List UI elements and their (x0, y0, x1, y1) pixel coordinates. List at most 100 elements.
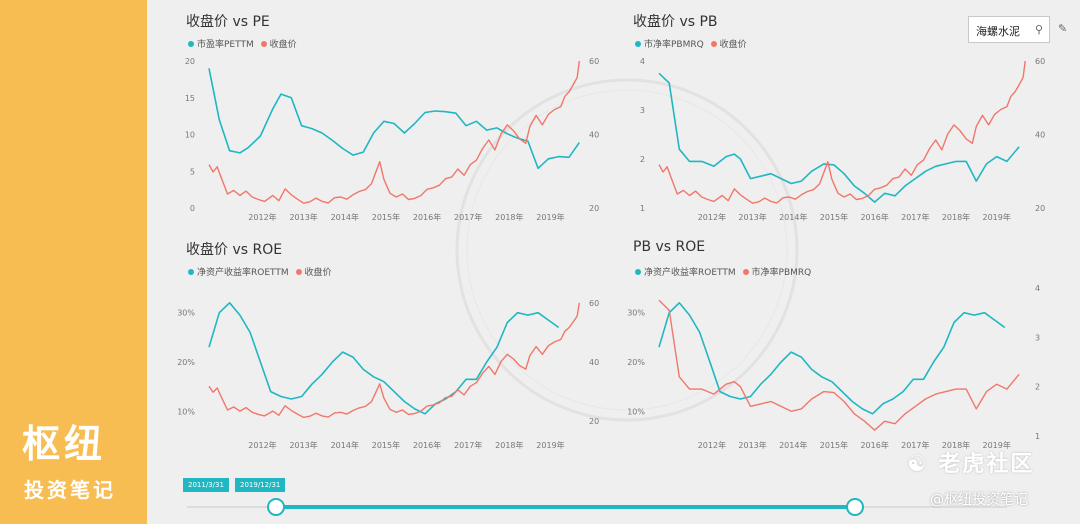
pe-series-right (208, 60, 580, 204)
charts-svg: 0 5 10 15 20 20 40 60 2012年 2013年 2014年 2015年 2016年 2… (177, 57, 1045, 450)
pb-x-tick: 2016年 (860, 212, 888, 222)
roe-x-tick: 2015年 (372, 440, 400, 450)
roe-x-tick: 2018年 (495, 440, 523, 450)
pe-left-tick: 10 (185, 131, 195, 140)
brand-title: 枢纽 (22, 421, 107, 466)
pb-x-tick: 2014年 (779, 212, 807, 222)
pe-left-tick: 5 (190, 167, 195, 176)
roe-x-tick: 2017年 (454, 440, 482, 450)
slider-end-date[interactable]: 2019/12/31 (235, 478, 286, 492)
pb-left-tick: 2 (640, 155, 645, 164)
pb-left-tick: 4 (640, 57, 645, 66)
pb_roe-x-tick: 2012年 (698, 440, 726, 450)
roe-series-right (208, 302, 580, 419)
roe-right-tick: 40 (589, 358, 599, 367)
legend-label: 市盈率PETTM (197, 40, 254, 50)
pb-x-tick: 2019年 (983, 212, 1011, 222)
pb-series-left (658, 72, 1020, 203)
roe-x-tick: 2013年 (289, 440, 317, 450)
legend-label: 收盘价 (304, 268, 332, 278)
pb-right-tick: 40 (1035, 131, 1045, 140)
pb_roe-right-tick: 3 (1035, 333, 1040, 342)
pb_roe-left-tick: 30% (627, 309, 645, 318)
pb_roe-x-tick: 2019年 (983, 440, 1011, 450)
roe-x-tick: 2016年 (413, 440, 441, 450)
search-value: 海螺水泥 (976, 25, 1020, 38)
legend-dot-teal (635, 40, 641, 47)
brand-sidebar: 枢纽 投资笔记 (0, 0, 147, 524)
pe-x-tick: 2015年 (372, 212, 400, 222)
legend-label: 收盘价 (719, 40, 747, 50)
legend-dot-teal (188, 40, 194, 47)
pe-series-left (208, 68, 580, 170)
watermark-platform-text: 老虎社区 (938, 452, 1035, 477)
pb-roe-chart-title: PB vs ROE (633, 239, 706, 255)
pe-x-tick: 2016年 (413, 212, 441, 222)
roe-right-tick: 60 (589, 299, 599, 308)
pb-x-tick: 2013年 (738, 212, 766, 222)
legend-label: 净资产收益率ROETTM (644, 268, 736, 278)
stock-search-box[interactable]: 海螺水泥 ⚲ (968, 16, 1050, 43)
pb_roe-x-tick: 2017年 (901, 440, 929, 450)
legend-dot-teal (188, 268, 194, 275)
pb_roe-x-tick: 2016年 (860, 440, 888, 450)
pe-right-tick: 20 (589, 204, 599, 213)
pb_roe-series-right (658, 299, 1020, 431)
pe-left-tick: 20 (185, 57, 195, 66)
legend-dot-salmon (710, 40, 717, 47)
roe-chart-legend: 净资产收益率ROETTM 收盘价 (188, 265, 336, 278)
pb_roe-right-tick: 1 (1035, 432, 1040, 441)
roe-x-tick: 2012年 (248, 440, 276, 450)
pe-right-tick: 40 (589, 131, 599, 140)
pb_roe-right-tick: 4 (1035, 284, 1040, 293)
pe-chart-title: 收盘价 vs PE (186, 14, 270, 30)
legend-label: 市净率PBMRQ (644, 40, 704, 50)
pb_roe-series-left (658, 301, 1006, 415)
tiger-icon: ☯ (907, 452, 939, 477)
pe-x-tick: 2012年 (248, 212, 276, 222)
roe-right-tick: 20 (589, 417, 599, 426)
pb-x-tick: 2018年 (942, 212, 970, 222)
pe-left-tick: 15 (185, 94, 195, 103)
report-canvas: 0 5 10 15 20 20 40 60 2012年 2013年 2014年 2015年 2016年 2… (147, 0, 1080, 524)
pb-left-tick: 3 (640, 106, 645, 115)
pb_roe-x-tick: 2015年 (820, 440, 848, 450)
watermark-author: @枢纽投资笔记 (930, 492, 1028, 508)
eraser-icon[interactable]: ✎ (1058, 22, 1068, 35)
pe-x-tick: 2018年 (495, 212, 523, 222)
pb-x-tick: 2012年 (698, 212, 726, 222)
roe-chart-title: 收盘价 vs ROE (186, 242, 283, 258)
pe-x-tick: 2017年 (454, 212, 482, 222)
pb_roe-left-tick: 10% (627, 407, 645, 416)
legend-label: 收盘价 (269, 40, 297, 50)
pb-x-tick: 2015年 (820, 212, 848, 222)
pe-left-tick: 0 (190, 204, 195, 213)
roe-x-tick: 2014年 (331, 440, 359, 450)
pb_roe-left-tick: 20% (627, 358, 645, 367)
roe-x-tick: 2019年 (536, 440, 564, 450)
pb-chart-legend: 市净率PBMRQ 收盘价 (635, 37, 751, 50)
pe-x-tick: 2014年 (331, 212, 359, 222)
slider-start-date[interactable]: 2011/3/31 (183, 478, 229, 492)
brand-subtitle: 投资笔记 (24, 478, 116, 502)
pb-series-right (658, 60, 1026, 204)
pe-x-tick: 2019年 (536, 212, 564, 222)
legend-dot-salmon (295, 268, 302, 275)
watermark-portrait-circle (455, 78, 799, 422)
legend-label: 净资产收益率ROETTM (197, 268, 289, 278)
search-icon[interactable]: ⚲ (1034, 23, 1043, 36)
pe-right-tick: 60 (589, 57, 599, 66)
watermark-platform: ☯ 老虎社区 (907, 446, 1034, 478)
roe-left-tick: 30% (177, 309, 195, 318)
watermark-portrait-inner (466, 89, 788, 411)
pe-chart-legend: 市盈率PETTM 收盘价 (188, 37, 301, 50)
pb-roe-chart-legend: 净资产收益率ROETTM 市净率PBMRQ (635, 265, 815, 278)
legend-dot-salmon (742, 268, 749, 275)
pb-right-tick: 20 (1035, 204, 1045, 213)
legend-dot-teal (635, 268, 641, 275)
roe-series-left (208, 301, 560, 415)
pb-left-tick: 1 (640, 204, 645, 213)
pb_roe-right-tick: 2 (1035, 383, 1040, 392)
legend-dot-salmon (260, 40, 267, 47)
